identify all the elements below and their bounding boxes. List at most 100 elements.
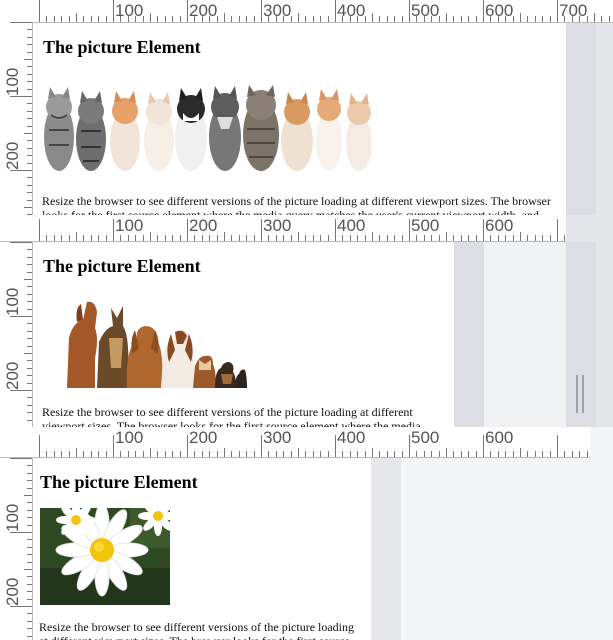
ruler-tick bbox=[10, 606, 32, 607]
ruler-tick bbox=[106, 235, 107, 241]
device-panel-1: The picture Element bbox=[0, 0, 613, 215]
ruler-tick bbox=[283, 451, 284, 457]
ruler-tick bbox=[27, 525, 32, 526]
ruler-label: 100 bbox=[3, 287, 22, 316]
ruler-tick bbox=[27, 81, 32, 82]
ruler-label: 200 bbox=[3, 141, 22, 170]
ruler-label: 200 bbox=[189, 428, 218, 447]
ruler-tick bbox=[439, 16, 440, 22]
ruler-tick bbox=[209, 235, 210, 241]
ruler-tick bbox=[224, 13, 225, 22]
ruler-tick bbox=[365, 235, 366, 241]
ruler-tick bbox=[394, 451, 395, 457]
ruler-tick bbox=[209, 451, 210, 457]
ruler-tick bbox=[372, 448, 373, 457]
ruler-tick bbox=[313, 451, 314, 457]
ruler-label: 500 bbox=[411, 216, 440, 235]
ruler-tick bbox=[298, 13, 299, 22]
ruler-tick bbox=[27, 420, 32, 421]
ruler-tick bbox=[27, 148, 32, 149]
ruler-tick bbox=[513, 451, 514, 457]
description-paragraph: Resize the browser to see different vers… bbox=[42, 405, 421, 427]
ruler-tick bbox=[291, 235, 292, 241]
dog-5 bbox=[193, 355, 216, 388]
ruler-tick bbox=[542, 16, 543, 22]
dog-7 bbox=[235, 369, 247, 388]
ruler-tick bbox=[461, 16, 462, 22]
ruler-tick bbox=[24, 569, 32, 570]
ruler-tick bbox=[180, 235, 181, 241]
ruler-tick bbox=[564, 235, 565, 241]
ruler-tick bbox=[424, 16, 425, 22]
ruler-tick bbox=[27, 111, 32, 112]
ruler-tick bbox=[535, 16, 536, 22]
viewport-3: The picture Element bbox=[33, 458, 371, 640]
ruler-tick bbox=[217, 16, 218, 22]
ruler-tick bbox=[246, 235, 247, 241]
ruler-tick bbox=[27, 517, 32, 518]
ruler-tick bbox=[291, 16, 292, 22]
ruler-tick bbox=[490, 235, 491, 241]
ruler-tick bbox=[24, 59, 32, 60]
ruler-tick bbox=[239, 16, 240, 22]
ruler-tick bbox=[27, 249, 32, 250]
ruler-tick bbox=[54, 16, 55, 22]
ruler-tick bbox=[91, 451, 92, 457]
ruler-tick bbox=[27, 264, 32, 265]
ruler-tick bbox=[335, 0, 336, 22]
ruler-tick bbox=[217, 451, 218, 457]
ruler-tick bbox=[505, 451, 506, 457]
ruler-tick bbox=[409, 0, 410, 22]
viewport-edge-1 bbox=[566, 23, 596, 215]
ruler-tick bbox=[342, 451, 343, 457]
ruler-tick bbox=[27, 405, 32, 406]
resize-handle[interactable] bbox=[576, 375, 578, 413]
ruler-tick bbox=[431, 235, 432, 241]
ruler-tick bbox=[27, 383, 32, 384]
ruler-tick bbox=[468, 451, 469, 457]
ruler-tick bbox=[424, 451, 425, 457]
ruler-tick bbox=[120, 16, 121, 22]
ruler-tick bbox=[27, 44, 32, 45]
ruler-tick bbox=[27, 214, 32, 215]
ruler-tick bbox=[83, 451, 84, 457]
ruler-tick bbox=[46, 235, 47, 241]
device-panel-2: The picture Element bbox=[0, 215, 613, 427]
ruler-tick bbox=[27, 155, 32, 156]
ruler-tick bbox=[372, 232, 373, 241]
ruler-tick bbox=[143, 235, 144, 241]
ruler-tick bbox=[27, 163, 32, 164]
ruler-tick bbox=[106, 16, 107, 22]
ruler-tick bbox=[527, 235, 528, 241]
ruler-tick bbox=[27, 118, 32, 119]
page-title: The picture Element bbox=[43, 256, 201, 276]
ruler-tick bbox=[320, 235, 321, 241]
ruler-tick bbox=[261, 435, 262, 457]
ruler-tick bbox=[350, 451, 351, 457]
ruler-tick bbox=[10, 170, 32, 171]
ruler-tick bbox=[27, 338, 32, 339]
ruler-tick bbox=[27, 140, 32, 141]
ruler-tick bbox=[527, 16, 528, 22]
ruler-label: 100 bbox=[115, 428, 144, 447]
ruler-tick bbox=[157, 16, 158, 22]
ruler-tick bbox=[209, 16, 210, 22]
ruler-tick bbox=[335, 435, 336, 457]
ruler-tick bbox=[27, 488, 32, 489]
ruler-tick bbox=[98, 451, 99, 457]
ruler-tick bbox=[394, 235, 395, 241]
ruler-tick bbox=[27, 576, 32, 577]
ruler-tick bbox=[542, 451, 543, 457]
ruler-tick bbox=[27, 257, 32, 258]
ruler-label: 500 bbox=[411, 1, 440, 20]
ruler-tick bbox=[27, 66, 32, 67]
ruler-tick bbox=[535, 451, 536, 457]
ruler-tick bbox=[468, 235, 469, 241]
ruler-tick bbox=[24, 207, 32, 208]
daisy-small-right bbox=[138, 508, 170, 536]
vertical-ruler-1: 100 200 bbox=[0, 22, 33, 215]
ruler-tick bbox=[61, 235, 62, 241]
ruler-tick bbox=[27, 621, 32, 622]
ruler-tick bbox=[10, 532, 32, 533]
ruler-tick bbox=[150, 232, 151, 241]
